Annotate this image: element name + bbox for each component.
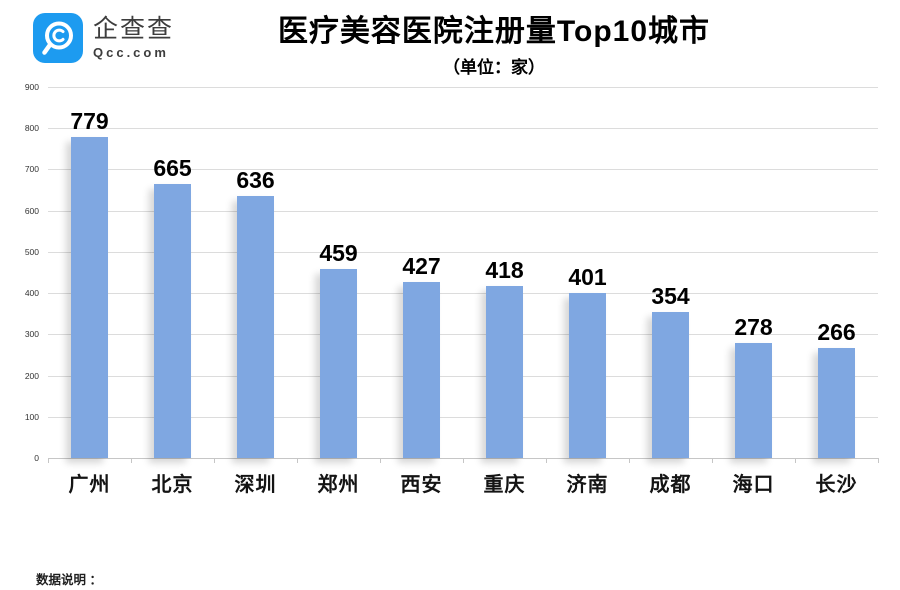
bar	[652, 312, 689, 458]
bar-column: 418	[463, 87, 546, 458]
bar	[237, 195, 274, 458]
bar-value-label: 354	[651, 283, 690, 310]
x-category-label: 长沙	[815, 474, 858, 496]
gridline	[48, 375, 878, 377]
plot-area: 779 665 636 459 427 418 401 354 278 266	[48, 87, 878, 459]
bar-value-label: 427	[402, 252, 441, 279]
bar-column: 278	[712, 87, 795, 458]
bar-column: 401	[546, 87, 629, 458]
x-axis-tick	[215, 458, 298, 463]
x-category-label: 北京	[151, 474, 194, 496]
bar-value-label: 665	[153, 154, 192, 181]
gridline	[48, 334, 878, 336]
bar-column: 427	[380, 87, 463, 458]
qcc-logo-icon	[33, 13, 83, 63]
y-tick-label: 400	[24, 288, 39, 299]
x-category-label: 海口	[732, 474, 775, 496]
gridline	[48, 169, 878, 171]
bar	[569, 292, 606, 458]
brand-name-en: Qcc.com	[93, 45, 169, 60]
y-tick-label: 200	[24, 370, 39, 381]
y-tick-label: 0	[34, 453, 39, 463]
x-axis-tick	[630, 458, 713, 463]
x-axis-tick	[132, 458, 215, 463]
x-category-label: 西安	[400, 474, 443, 496]
y-tick-label: 600	[24, 205, 39, 216]
x-labels: 广州 北京 深圳 郑州 西安 重庆 济南 成都 海口 长沙	[48, 468, 878, 497]
gridline	[48, 293, 878, 295]
x-category-label: 广州	[68, 474, 111, 496]
header: 医疗美容医院注册量Top10城市 （单位：家）	[0, 14, 900, 78]
bar	[735, 343, 772, 458]
x-axis-tick	[298, 458, 381, 463]
gridline	[48, 128, 878, 130]
gridline	[48, 210, 878, 212]
x-axis-tick	[796, 458, 879, 463]
page-title: 医疗美容医院注册量Top10城市	[277, 15, 711, 48]
x-ticks	[48, 458, 879, 463]
y-tick-label: 700	[24, 164, 39, 175]
x-axis-tick	[381, 458, 464, 463]
y-tick-label: 100	[24, 411, 39, 422]
y-tick-label: 500	[24, 246, 39, 257]
bar-value-label: 459	[319, 239, 358, 266]
bar-value-label: 401	[568, 263, 607, 290]
bar-column: 459	[297, 87, 380, 458]
qcc-logo: 企查查 Qcc.com	[32, 12, 174, 64]
x-axis-tick	[49, 458, 132, 463]
x-axis-tick	[547, 458, 630, 463]
unit-subtitle: （单位：家）	[443, 58, 545, 77]
bar-column: 636	[214, 87, 297, 458]
x-category-label: 济南	[566, 474, 609, 496]
bar-value-label: 636	[236, 166, 275, 193]
gridline	[48, 251, 878, 253]
y-axis: 900 800 700 600 500 400 300 200 100 0	[0, 82, 44, 463]
qcc-logo-text: 企查查 Qcc.com	[93, 15, 175, 60]
bar-value-label: 278	[734, 314, 773, 341]
bar-column: 665	[131, 87, 214, 458]
y-tick-label: 300	[24, 329, 39, 340]
bar-column: 779	[48, 87, 131, 458]
x-category-label: 重庆	[483, 474, 526, 496]
brand-name-cn: 企查查	[93, 15, 175, 43]
gridline	[48, 416, 878, 418]
bar	[486, 285, 523, 458]
y-tick-label: 900	[24, 82, 39, 92]
bar	[71, 136, 108, 458]
x-category-label: 成都	[649, 474, 692, 496]
x-axis-tick	[464, 458, 547, 463]
bar	[154, 183, 191, 458]
footer-notes: 数据说明 ： 1、仅统计企业名、产品、经营范围含“医疗美容医院”的在业、存续企业…	[36, 538, 430, 590]
x-axis-tick	[713, 458, 796, 463]
bar	[320, 268, 357, 458]
bars-row: 779 665 636 459 427 418 401 354 278 266	[48, 87, 878, 458]
bar	[818, 348, 855, 458]
bar-column: 266	[795, 87, 878, 458]
bar-value-label: 266	[817, 319, 856, 346]
bar-column: 354	[629, 87, 712, 458]
gridline	[48, 87, 878, 88]
x-category-label: 深圳	[234, 474, 277, 496]
y-tick-label: 800	[24, 123, 39, 134]
footer-heading: 数据说明 ：	[36, 573, 102, 587]
x-category-label: 郑州	[317, 474, 360, 496]
bar	[403, 281, 440, 458]
bar-value-label: 779	[70, 107, 109, 134]
bar-value-label: 418	[485, 256, 524, 283]
